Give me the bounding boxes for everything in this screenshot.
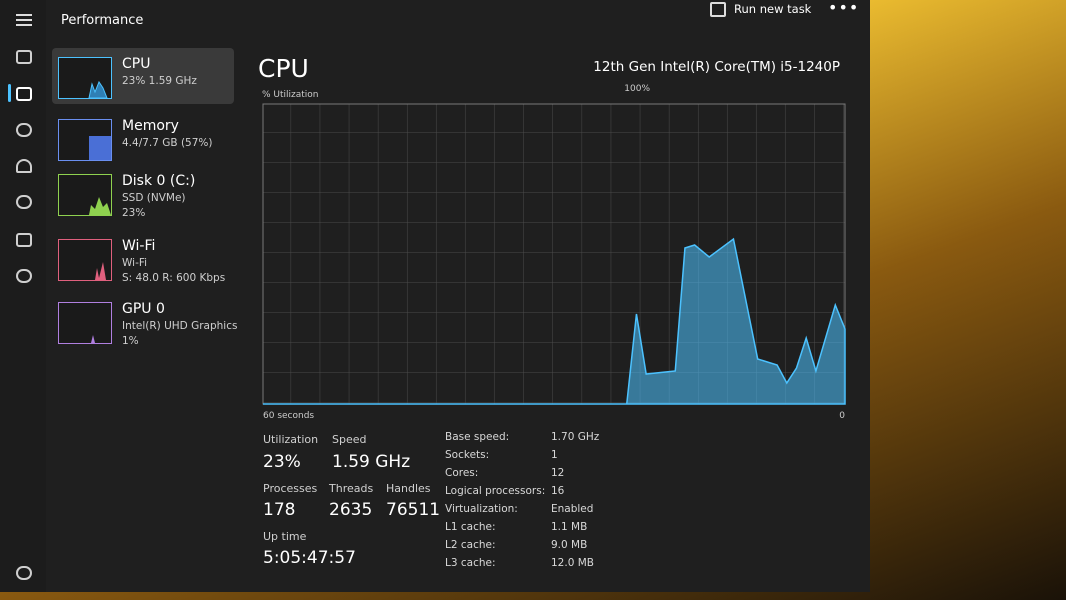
stat-label: Handles bbox=[386, 482, 431, 495]
item-name: Disk 0 (C:) bbox=[122, 173, 196, 189]
menu-icon[interactable] bbox=[16, 14, 32, 26]
stat-label: Processes bbox=[263, 482, 318, 495]
stat-value: 5:05:47:57 bbox=[263, 548, 356, 568]
settings-icon[interactable] bbox=[16, 566, 32, 580]
stat-value: 76511 bbox=[386, 500, 441, 520]
y-tick-label: 100% bbox=[624, 84, 650, 94]
thumb-graph bbox=[91, 335, 95, 343]
spec-label: L2 cache: bbox=[445, 539, 496, 551]
spec-value: 1.1 MB bbox=[551, 521, 588, 533]
wifi-thumbnail bbox=[58, 239, 112, 281]
spec-value: 9.0 MB bbox=[551, 539, 588, 551]
selection-indicator bbox=[8, 84, 11, 102]
item-detail: Wi-Fi bbox=[122, 257, 148, 269]
gpu-thumbnail bbox=[58, 302, 112, 344]
nav-rail bbox=[0, 0, 46, 592]
sidebar-item[interactable]: Disk 0 (C:) SSD (NVMe) 23% bbox=[52, 165, 234, 221]
page-title: Performance bbox=[61, 13, 144, 28]
item-name: GPU 0 bbox=[122, 301, 165, 317]
x-tick-label: 60 seconds bbox=[263, 411, 315, 421]
item-detail: Intel(R) UHD Graphics bbox=[122, 320, 238, 332]
details-icon[interactable] bbox=[16, 233, 32, 247]
item-detail: 23% 1.59 GHz bbox=[122, 75, 197, 87]
thumb-area bbox=[88, 80, 108, 99]
sidebar-item[interactable]: CPU 23% 1.59 GHz bbox=[52, 48, 234, 104]
disk-thumbnail bbox=[58, 174, 112, 216]
stat-value: 1.59 GHz bbox=[332, 452, 411, 472]
thumb-graph bbox=[95, 262, 106, 280]
spec-label: L3 cache: bbox=[445, 557, 496, 569]
spec-value: Enabled bbox=[551, 503, 594, 515]
stat-value: 2635 bbox=[329, 500, 373, 520]
startup-icon[interactable] bbox=[16, 159, 32, 173]
x-tick-label: 0 bbox=[839, 411, 845, 421]
spec-label: Cores: bbox=[445, 467, 479, 479]
more-button[interactable]: ••• bbox=[828, 0, 860, 17]
y-axis-label: % Utilization bbox=[262, 90, 319, 100]
item-name: Wi-Fi bbox=[122, 238, 156, 254]
thumb-fill bbox=[89, 136, 111, 160]
thumb-graph bbox=[88, 80, 108, 99]
stat-label: Speed bbox=[332, 433, 367, 446]
sidebar-item[interactable]: GPU 0 Intel(R) UHD Graphics 1% bbox=[52, 293, 238, 349]
item-detail: S: 48.0 R: 600 Kbps bbox=[122, 272, 226, 284]
item-detail: SSD (NVMe) bbox=[122, 192, 186, 204]
spec-value: 16 bbox=[551, 485, 565, 497]
thumb-area bbox=[91, 335, 95, 343]
spec-value: 12.0 MB bbox=[551, 557, 594, 569]
users-icon[interactable] bbox=[16, 195, 32, 209]
thumb-area bbox=[95, 262, 106, 280]
stat-label: Up time bbox=[263, 530, 307, 543]
history-icon[interactable] bbox=[16, 123, 32, 137]
run-new-task-label: Run new task bbox=[734, 2, 812, 16]
spec-label: Base speed: bbox=[445, 431, 510, 443]
spec-label: Virtualization: bbox=[445, 503, 518, 515]
thumb-graph bbox=[89, 197, 111, 215]
sidebar-item[interactable]: Wi-Fi Wi-Fi S: 48.0 R: 600 Kbps bbox=[52, 230, 234, 286]
spec-label: Logical processors: bbox=[445, 485, 546, 497]
stat-value: 23% bbox=[263, 452, 301, 472]
processor-name: 12th Gen Intel(R) Core(TM) i5-1240P bbox=[593, 59, 840, 75]
cpu-area bbox=[263, 237, 846, 405]
stat-label: Threads bbox=[329, 482, 374, 495]
thumb-area bbox=[89, 197, 111, 215]
memory-thumbnail bbox=[58, 119, 112, 161]
item-name: Memory bbox=[122, 118, 179, 134]
menu-icon-bar bbox=[16, 19, 32, 21]
run-icon bbox=[710, 2, 726, 17]
performance-icon[interactable] bbox=[16, 87, 32, 101]
cpu-graph bbox=[262, 103, 846, 405]
services-icon[interactable] bbox=[16, 269, 32, 283]
spec-label: L1 cache: bbox=[445, 521, 496, 533]
processes-icon[interactable] bbox=[16, 50, 32, 64]
item-detail: 23% bbox=[122, 207, 146, 219]
run-new-task-button[interactable]: Run new task bbox=[710, 2, 811, 17]
spec-value: 1 bbox=[551, 449, 558, 461]
task-manager-window: Performance Run new task ••• CPU 23% 1.5… bbox=[0, 0, 870, 592]
sidebar-item[interactable]: Memory 4.4/7.7 GB (57%) bbox=[52, 110, 234, 166]
cpu-thumbnail bbox=[58, 57, 112, 99]
spec-label: Sockets: bbox=[445, 449, 490, 461]
spec-value: 12 bbox=[551, 467, 565, 479]
item-name: CPU bbox=[122, 56, 151, 72]
item-detail: 4.4/7.7 GB (57%) bbox=[122, 137, 213, 149]
item-detail: 1% bbox=[122, 335, 139, 347]
stat-label: Utilization bbox=[263, 433, 319, 446]
stat-value: 178 bbox=[263, 500, 296, 520]
spec-value: 1.70 GHz bbox=[551, 431, 600, 443]
panel-title: CPU bbox=[258, 54, 309, 83]
